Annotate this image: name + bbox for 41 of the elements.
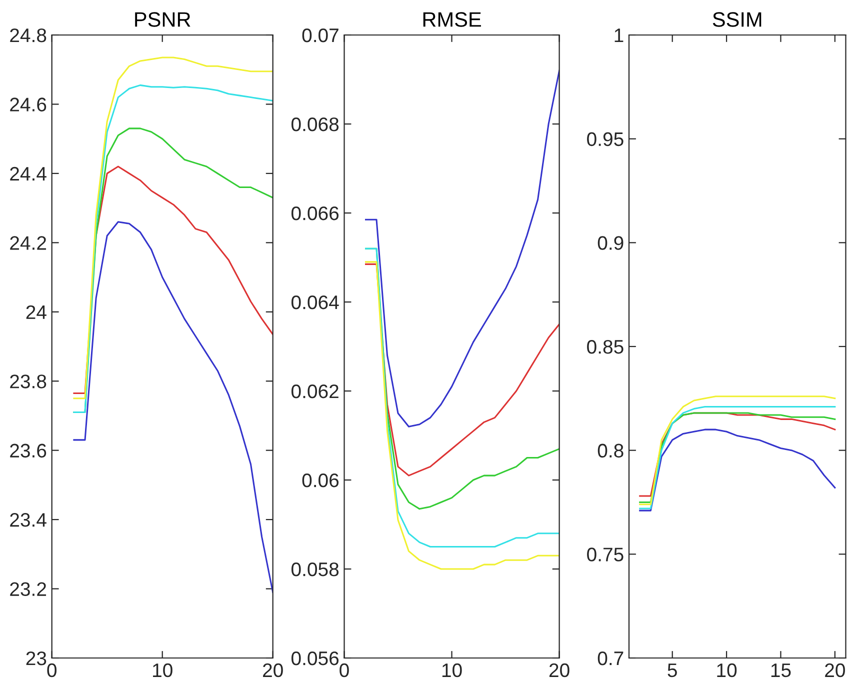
- y-tick-label: 0.064: [291, 295, 339, 310]
- line-series: [73, 221, 273, 594]
- y-tick-label: 23.6: [10, 444, 46, 458]
- y-tick-label: 0.85: [587, 340, 624, 354]
- x-tick-label: 10: [153, 663, 172, 678]
- x-tick-label: 10: [442, 663, 462, 678]
- x-tick-label: 20: [825, 663, 845, 678]
- x-tick-label: 20: [263, 663, 283, 678]
- x-tick-label: 20: [549, 663, 570, 678]
- y-tick-label: 0.9: [598, 236, 624, 250]
- y-tick-label: 0.056: [291, 651, 339, 666]
- y-tick-label: 0.07: [302, 28, 338, 42]
- y-tick-label: 24.6: [10, 98, 46, 112]
- y-tick-label: 0.062: [291, 384, 338, 398]
- y-tick-label: 1: [614, 28, 624, 42]
- chart-title: SSIM: [712, 12, 762, 27]
- y-tick-label: 0.066: [291, 206, 339, 220]
- y-tick-label: 0.06: [302, 473, 339, 488]
- y-tick-label: 0.7: [598, 651, 624, 666]
- y-tick-label: 24.4: [10, 166, 46, 180]
- line-series: [639, 428, 836, 512]
- y-tick-label: 23.8: [10, 374, 46, 388]
- y-tick-label: 23.2: [10, 582, 46, 596]
- y-tick-label: 0.058: [291, 562, 339, 576]
- chart-title: RMSE: [423, 12, 481, 27]
- line-series: [364, 70, 560, 428]
- y-tick-label: 0.8: [598, 444, 624, 458]
- y-tick-label: 0.068: [291, 117, 339, 132]
- x-tick-label: 15: [771, 664, 791, 678]
- y-tick-label: 0.75: [587, 548, 624, 562]
- y-tick-label: 23.4: [10, 513, 46, 527]
- y-tick-label: 24.8: [10, 28, 46, 42]
- y-tick-label: 0.95: [587, 132, 624, 146]
- x-tick-label: 5: [668, 664, 677, 678]
- y-tick-label: 23: [26, 651, 46, 666]
- x-tick-label: 10: [717, 663, 737, 678]
- chart-title: PSNR: [135, 12, 190, 27]
- x-tick-label: 0: [340, 663, 349, 678]
- x-tick-label: 0: [47, 663, 56, 678]
- y-tick-label: 24: [26, 305, 46, 319]
- y-tick-label: 24.2: [10, 236, 46, 250]
